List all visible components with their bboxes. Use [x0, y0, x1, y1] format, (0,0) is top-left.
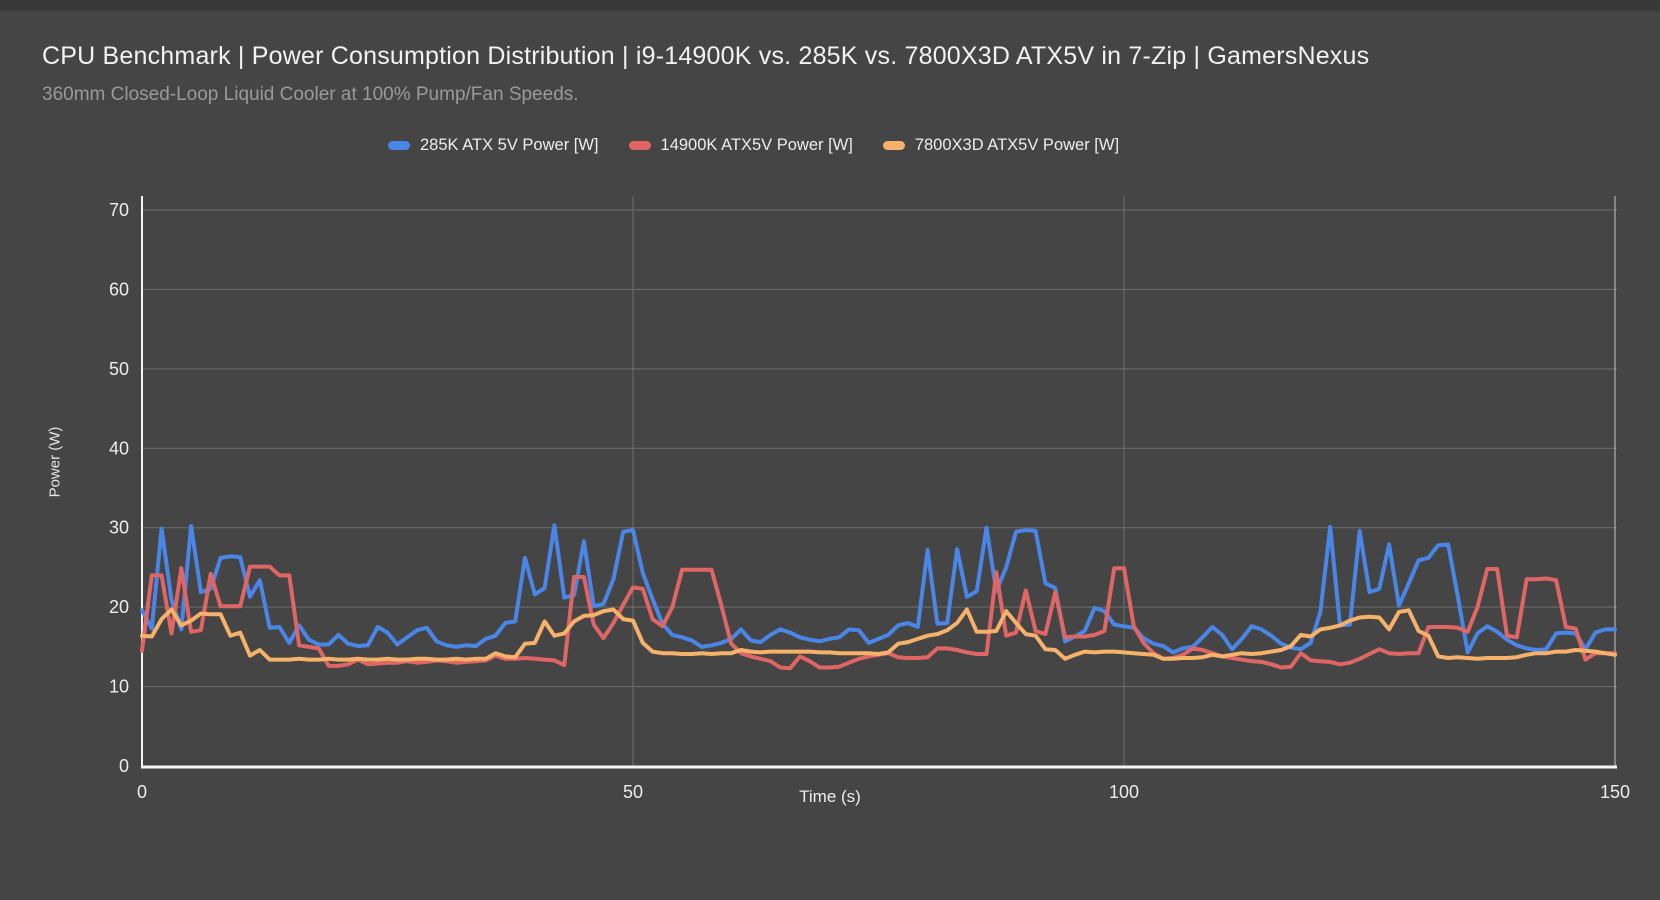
y-axis-title: Power (W): [46, 426, 64, 498]
y-tick-label: 50: [109, 359, 129, 379]
chart-subtitle: 360mm Closed-Loop Liquid Cooler at 100% …: [42, 84, 579, 105]
series-line-7800x3d: [140, 607, 1617, 662]
x-tick-label: 0: [137, 782, 147, 802]
legend-swatch-7800x3d-icon: [882, 141, 905, 150]
legend-item-7800x3d: 7800X3D ATX5V Power [W]: [882, 136, 1120, 155]
x-axis-title: Time (s): [799, 787, 861, 806]
y-tick-label: 0: [119, 756, 129, 776]
y-tick-label: 70: [109, 200, 129, 220]
y-tick-label: 10: [109, 677, 129, 697]
chart-title: CPU Benchmark | Power Consumption Distri…: [42, 42, 1370, 70]
x-tick-label: 100: [1109, 782, 1139, 802]
legend-label-14900k: 14900K ATX5V Power [W]: [660, 136, 853, 154]
legend-item-14900k: 14900K ATX5V Power [W]: [628, 136, 853, 155]
x-tick-label: 50: [623, 782, 643, 802]
y-tick-label: 30: [109, 518, 129, 538]
legend-label-7800x3d: 7800X3D ATX5V Power [W]: [914, 136, 1120, 154]
y-tick-label: 40: [109, 438, 129, 458]
y-tick-label: 20: [109, 597, 129, 617]
y-tick-label: 60: [109, 279, 129, 299]
legend-item-285k: 285K ATX 5V Power [W]: [388, 136, 599, 155]
legend-label-285k: 285K ATX 5V Power [W]: [420, 136, 599, 154]
chart-legend: 285K ATX 5V Power [W] 14900K ATX5V Power…: [388, 136, 1119, 155]
legend-swatch-14900k-icon: [628, 141, 651, 150]
x-tick-label: 150: [1600, 782, 1630, 802]
window-top-strip: [0, 0, 1660, 11]
series-line-285k: [140, 523, 1617, 655]
legend-swatch-285k-icon: [388, 141, 410, 150]
